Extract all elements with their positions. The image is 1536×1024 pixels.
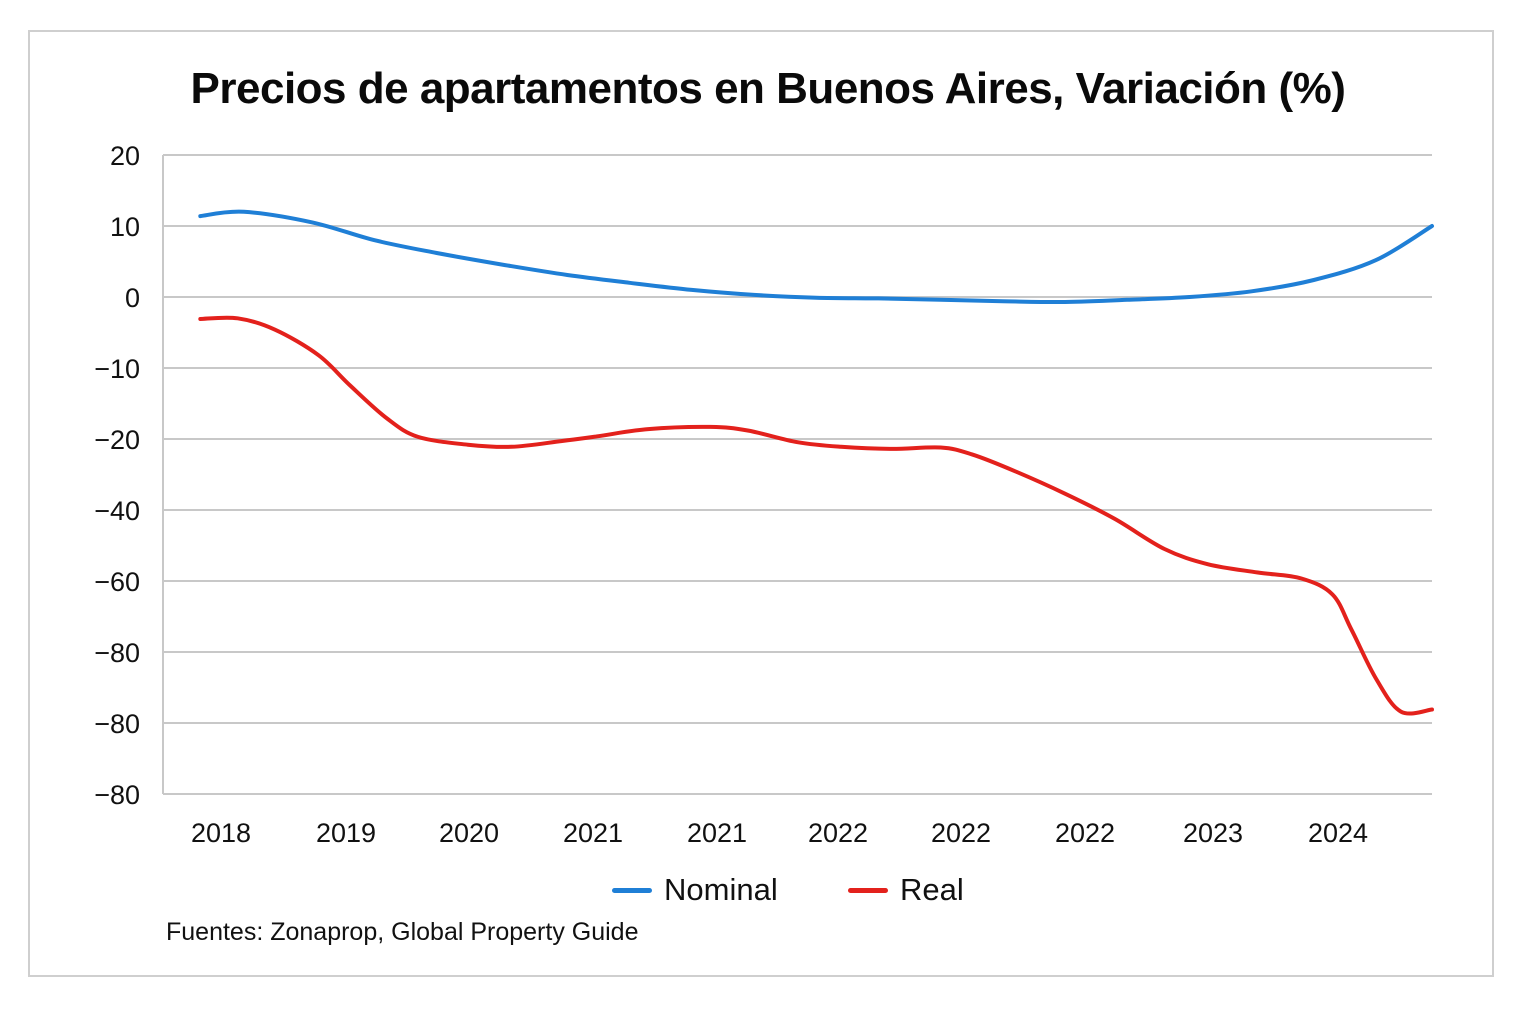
x-tick-label: 2018 (191, 818, 251, 848)
x-tick-label: 2022 (808, 818, 868, 848)
series-line-real (198, 315, 1434, 716)
legend-swatch-real (848, 887, 888, 893)
y-tick-label: 10 (110, 212, 140, 242)
legend-item-nominal: Nominal (612, 872, 778, 908)
x-tick-label: 2023 (1183, 818, 1243, 848)
y-tick-label: −60 (94, 567, 140, 597)
legend-swatch-nominal (612, 887, 652, 893)
legend-item-real: Real (848, 872, 964, 908)
source-note: Fuentes: Zonaprop, Global Property Guide (166, 918, 639, 946)
legend-label-real: Real (900, 872, 964, 907)
chart-title: Precios de apartamentos en Buenos Aires,… (190, 64, 1346, 113)
legend-label-nominal: Nominal (664, 872, 778, 907)
x-tick-label: 2019 (316, 818, 376, 848)
y-tick-label: −80 (94, 638, 140, 668)
x-tick-label: 2022 (1055, 818, 1115, 848)
y-axis-ticks: 20 10 0 −10 −20 −40 −60 −80 −80 −80 (94, 141, 140, 810)
x-tick-label: 2024 (1308, 818, 1368, 848)
x-tick-label: 2022 (931, 818, 991, 848)
chart-frame (28, 30, 1494, 977)
x-axis-ticks: 2018 2019 2020 2021 2021 2022 2022 2022 2023 2024 (191, 818, 1368, 848)
gridlines (163, 154, 1432, 795)
y-tick-label: −10 (94, 354, 140, 384)
y-tick-label: −80 (94, 780, 140, 810)
y-tick-label: 0 (125, 283, 140, 313)
y-tick-label: 20 (110, 141, 140, 171)
y-tick-label: −40 (94, 496, 140, 526)
x-tick-label: 2021 (563, 818, 623, 848)
series-lines (198, 209, 1434, 716)
y-tick-label: −20 (94, 425, 140, 455)
y-tick-label: −80 (94, 709, 140, 739)
x-tick-label: 2020 (439, 818, 499, 848)
series-line-nominal (198, 209, 1434, 305)
legend: Nominal Real (0, 872, 1536, 916)
x-tick-label: 2021 (687, 818, 747, 848)
